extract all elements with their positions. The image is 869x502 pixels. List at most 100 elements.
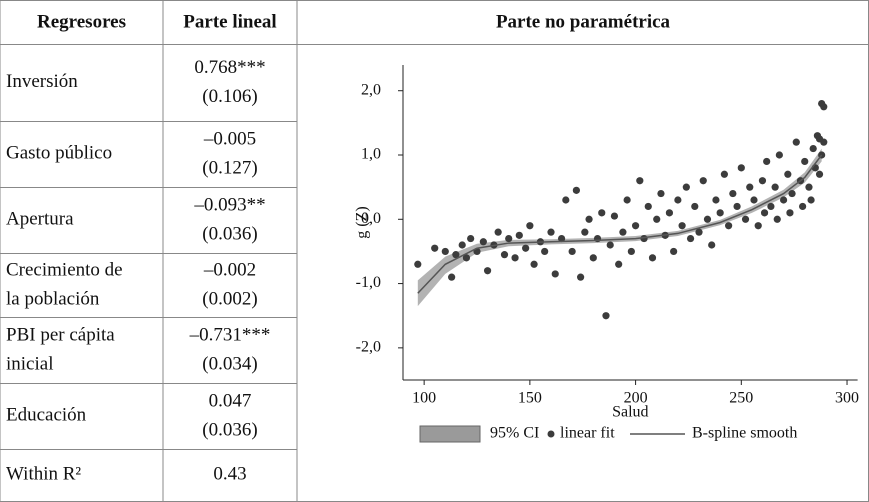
point <box>771 183 779 191</box>
point <box>682 183 690 191</box>
point <box>623 196 631 204</box>
point <box>547 228 555 236</box>
point <box>606 241 614 249</box>
point <box>773 215 781 223</box>
y-tick-label: 0,0 <box>361 210 381 227</box>
x-tick-label: 300 <box>835 390 859 407</box>
point <box>720 170 728 178</box>
point <box>644 202 652 211</box>
point <box>815 170 824 178</box>
point <box>779 196 788 204</box>
row-value: 0.047 <box>209 390 252 411</box>
point <box>741 215 750 223</box>
point <box>750 196 758 204</box>
legend-label: linear fit <box>560 425 615 442</box>
legend-label: B-spline smooth <box>692 425 797 442</box>
x-tick-label: 250 <box>729 390 753 407</box>
point <box>729 189 737 198</box>
y-axis-label: g (Z) <box>354 206 371 238</box>
point <box>670 247 678 256</box>
point <box>505 234 513 243</box>
row-value: –0.005 <box>203 128 256 149</box>
point <box>763 157 771 166</box>
point <box>526 222 534 230</box>
point <box>699 177 707 185</box>
point <box>615 260 623 268</box>
y-tick-label: -1,0 <box>356 274 381 291</box>
point <box>820 103 828 111</box>
point <box>703 215 712 223</box>
point <box>441 247 449 256</box>
row-label: la población <box>6 288 100 309</box>
point <box>653 215 661 223</box>
row-label: Educación <box>6 404 87 425</box>
point <box>678 222 686 230</box>
point <box>758 177 767 185</box>
point <box>483 267 492 275</box>
point <box>657 189 665 198</box>
x-tick-label: 100 <box>412 390 436 407</box>
point <box>627 247 635 256</box>
point <box>712 196 720 204</box>
y-tick-label: 2,0 <box>361 81 381 98</box>
point <box>462 254 471 262</box>
legend-label: 95% CI <box>490 425 539 442</box>
row-label: inicial <box>6 353 53 374</box>
point <box>431 244 439 252</box>
point <box>809 144 817 153</box>
row-value: (0.002) <box>202 288 257 309</box>
point <box>522 244 530 252</box>
point <box>458 241 466 249</box>
point <box>760 209 769 217</box>
point <box>577 273 585 281</box>
point <box>691 202 699 211</box>
legend-swatch <box>547 430 555 438</box>
legend-swatch <box>419 425 481 443</box>
point <box>598 209 606 217</box>
point <box>636 177 644 185</box>
point <box>414 260 422 268</box>
point <box>708 241 716 249</box>
x-axis-label: Salud <box>612 404 648 421</box>
point <box>733 202 741 211</box>
row-value: (0.127) <box>202 157 257 178</box>
row-value: (0.036) <box>202 419 257 440</box>
point <box>786 209 794 217</box>
point <box>788 189 796 198</box>
point <box>452 251 460 259</box>
row-value: (0.034) <box>202 353 257 374</box>
point <box>754 222 762 230</box>
row-label: PBI per cápita <box>6 324 115 345</box>
header-cell: Regresores <box>37 11 126 32</box>
point <box>665 209 674 217</box>
point <box>801 157 809 166</box>
row-value: –0.093** <box>193 194 265 215</box>
point <box>619 228 627 236</box>
x-tick-label: 150 <box>518 390 542 407</box>
row-value: 0.768*** <box>194 57 265 78</box>
point <box>767 202 775 211</box>
row-label: Crecimiento de <box>6 259 123 280</box>
point <box>775 151 783 159</box>
point <box>805 183 813 191</box>
row-value: –0.731*** <box>189 324 271 345</box>
point <box>602 312 610 320</box>
point <box>674 196 682 204</box>
header-cell: Parte no paramétrica <box>496 11 671 32</box>
row-value: 0.43 <box>213 463 246 484</box>
point <box>815 135 824 143</box>
smooth-line <box>417 154 823 294</box>
point <box>784 170 792 178</box>
point <box>746 183 754 191</box>
point <box>448 273 456 281</box>
point <box>648 254 657 262</box>
point <box>562 196 570 204</box>
row-label: Apertura <box>6 208 74 229</box>
point <box>494 228 502 236</box>
point <box>585 215 593 223</box>
point <box>500 251 509 259</box>
point <box>581 228 589 236</box>
point <box>799 202 807 211</box>
row-value: –0.002 <box>203 259 256 280</box>
